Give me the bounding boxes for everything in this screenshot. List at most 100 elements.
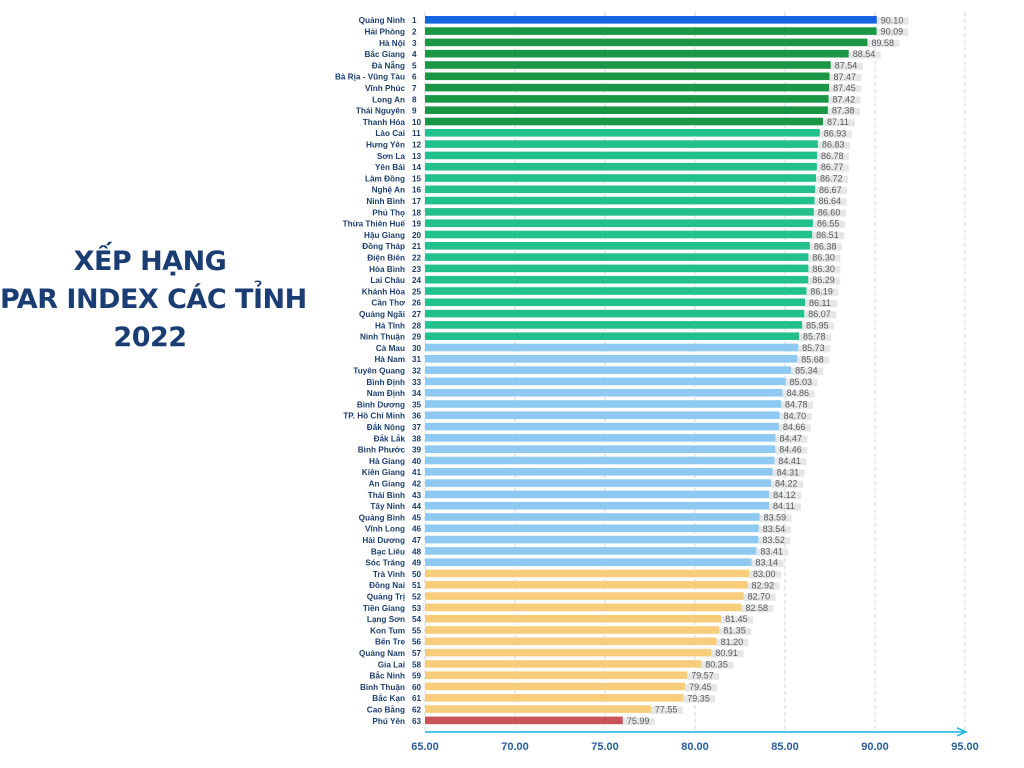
bar-shadow — [812, 220, 845, 228]
category-label: Bắc Ninh — [370, 670, 406, 681]
category-label: Tuyên Quang — [353, 367, 405, 376]
value-label: 85.34 — [795, 366, 818, 376]
bar — [425, 581, 748, 589]
rank-label: 13 — [412, 152, 422, 161]
bar-shadow — [775, 446, 808, 454]
value-label: 85.95 — [806, 320, 829, 330]
bar — [425, 547, 757, 555]
category-label: Thái Nguyên — [356, 107, 405, 116]
rank-label: 4 — [412, 50, 417, 59]
category-label: Quảng Bình — [359, 513, 405, 522]
bar — [425, 501, 769, 510]
category-label: Lâm Đồng — [365, 174, 405, 183]
rank-label: 31 — [412, 355, 422, 364]
rank-label: 41 — [412, 468, 422, 477]
bar-shadow — [650, 706, 683, 714]
value-label: 86.30 — [812, 264, 835, 274]
category-label: Hà Tĩnh — [375, 321, 405, 330]
bar — [425, 603, 742, 612]
bar — [425, 185, 816, 194]
value-label: 86.60 — [818, 207, 841, 217]
chart-title: XẾP HẠNG PAR INDEX CÁC TỈNH 2022 — [0, 243, 307, 357]
category-label: Bến Tre — [375, 638, 405, 647]
bar-shadow — [749, 571, 781, 579]
bar-shadow — [808, 266, 841, 274]
bar — [425, 558, 752, 566]
x-tick-label: 85.00 — [771, 741, 799, 753]
bar — [425, 682, 686, 691]
rank-label: 63 — [412, 717, 422, 726]
bar — [425, 287, 807, 295]
value-label: 85.03 — [790, 377, 813, 387]
value-label: 87.47 — [833, 72, 856, 82]
bar — [425, 332, 800, 340]
bar — [425, 456, 775, 465]
bar — [425, 626, 720, 634]
bar-shadow — [758, 526, 791, 534]
bar — [425, 388, 783, 397]
value-label: 82.58 — [745, 603, 768, 613]
value-label: 83.59 — [764, 513, 787, 523]
x-tick-label: 70.00 — [501, 741, 529, 753]
value-label: 86.07 — [808, 309, 831, 319]
x-tick-label: 95.00 — [951, 741, 979, 753]
bar — [425, 106, 828, 114]
value-label: 86.55 — [817, 219, 840, 229]
bar — [425, 174, 816, 182]
bar — [425, 208, 814, 216]
bar-shadow — [814, 198, 847, 206]
rank-label: 55 — [412, 626, 422, 635]
rank-label: 42 — [412, 480, 422, 489]
category-label: Đà Nẵng — [372, 59, 405, 70]
bar-shadow — [711, 650, 744, 658]
category-label: Phú Thọ — [372, 208, 405, 217]
rank-label: 43 — [412, 491, 422, 500]
value-label: 85.68 — [801, 354, 824, 364]
bar-shadow — [778, 424, 811, 432]
rank-label: 62 — [412, 706, 422, 715]
rank-label: 58 — [412, 660, 422, 669]
category-label: Nghệ An — [372, 186, 405, 195]
category-label: Kiên Giang — [362, 468, 405, 477]
x-axis-arrow — [956, 727, 968, 737]
rank-label: 48 — [412, 547, 422, 556]
bar-shadow — [817, 141, 850, 149]
category-label: Phú Yên — [372, 717, 405, 726]
rank-label: 8 — [412, 95, 417, 104]
category-label: Cà Mau — [376, 344, 405, 353]
category-label: Gia Lai — [378, 660, 405, 669]
value-label: 84.70 — [784, 411, 807, 421]
value-label: 86.64 — [819, 196, 842, 206]
category-label: Sơn La — [377, 152, 406, 161]
bar-shadow — [813, 209, 846, 217]
rank-label: 61 — [412, 694, 422, 703]
rank-label: 59 — [412, 672, 422, 681]
value-label: 79.45 — [689, 682, 712, 692]
rank-label: 44 — [412, 502, 422, 511]
category-label: Quảng Trị — [367, 593, 405, 602]
value-label: 86.30 — [812, 253, 835, 263]
category-label: Ninh Thuận — [360, 333, 405, 342]
bar-shadow — [830, 62, 863, 70]
value-label: 86.11 — [809, 298, 831, 308]
category-label: Hà Giang — [369, 457, 405, 466]
title-line-1: XẾP HẠNG — [73, 246, 227, 277]
x-tick-label: 65.00 — [411, 741, 439, 753]
bar-shadow — [827, 107, 860, 115]
category-label: Hòa Bình — [369, 265, 405, 274]
bar — [425, 660, 702, 668]
bar — [425, 27, 877, 35]
value-label: 86.19 — [810, 287, 833, 297]
bar-shadow — [848, 51, 881, 59]
category-label: Tiền Giang — [363, 604, 405, 613]
category-label: Hà Nội — [379, 39, 405, 48]
bar-shadow — [751, 559, 784, 567]
value-label: 84.86 — [786, 388, 809, 398]
bar — [425, 140, 818, 148]
bar — [425, 275, 809, 284]
bar — [425, 49, 849, 58]
bar — [425, 569, 749, 578]
rank-label: 28 — [412, 321, 422, 330]
rank-label: 45 — [412, 513, 422, 522]
category-label: TP. Hồ Chí Minh — [343, 412, 405, 421]
